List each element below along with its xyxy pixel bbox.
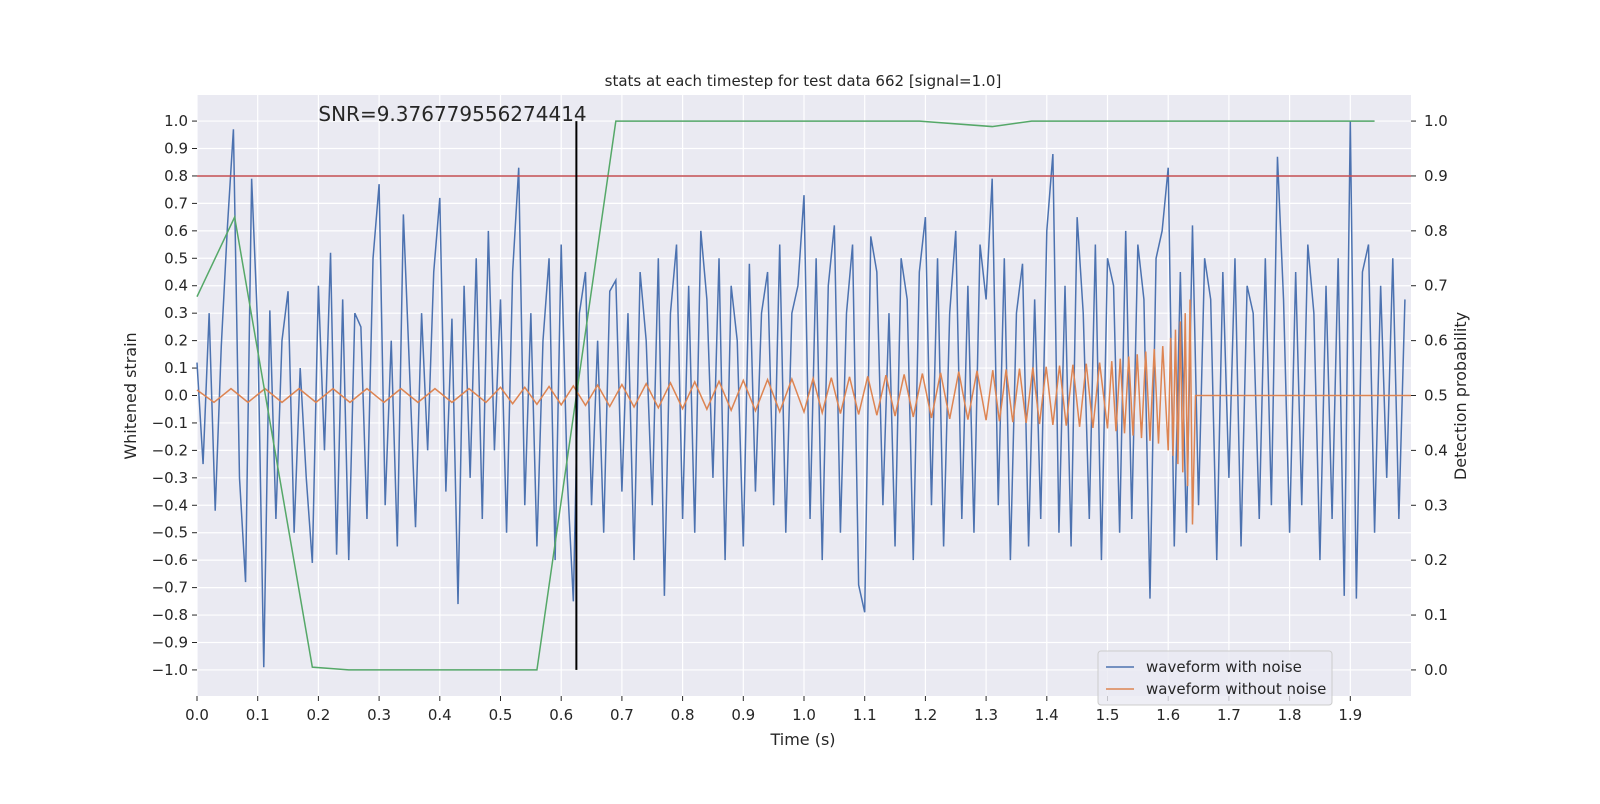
y-tick-label: 1.0	[164, 112, 188, 130]
legend-label: waveform with noise	[1146, 658, 1302, 676]
y2-tick-label: 0.0	[1424, 661, 1448, 679]
y-tick-label: 0.5	[164, 249, 188, 267]
y-tick-label: 0.2	[164, 332, 188, 350]
x-tick-label: 1.6	[1156, 706, 1180, 724]
x-tick-label: 1.7	[1217, 706, 1241, 724]
x-tick-label: 0.8	[671, 706, 695, 724]
y-tick-label: 0.6	[164, 222, 188, 240]
y-tick-label: 0.1	[164, 359, 188, 377]
y2-tick-label: 0.4	[1424, 441, 1448, 459]
y-tick-label: −0.1	[152, 414, 188, 432]
x-tick-label: 1.1	[853, 706, 877, 724]
y-tick-label: −0.4	[152, 496, 188, 514]
y-tick-label: 0.3	[164, 304, 188, 322]
x-tick-label: 1.8	[1278, 706, 1302, 724]
y-tick-label: −1.0	[152, 661, 188, 679]
y2-tick-label: 0.6	[1424, 332, 1448, 350]
y-tick-label: −0.3	[152, 469, 188, 487]
y2-tick-label: 0.7	[1424, 277, 1448, 295]
y2-tick-label: 0.8	[1424, 222, 1448, 240]
x-tick-label: 1.0	[792, 706, 816, 724]
chart-title: stats at each timestep for test data 662…	[605, 72, 1002, 90]
y-axis-label: Whitened strain	[121, 332, 140, 459]
y-tick-label: −0.8	[152, 606, 188, 624]
x-tick-label: 0.1	[246, 706, 270, 724]
y-tick-label: −0.6	[152, 551, 188, 569]
y2-tick-label: 0.1	[1424, 606, 1448, 624]
y-tick-label: −0.5	[152, 524, 188, 542]
x-tick-label: 0.7	[610, 706, 634, 724]
y2-tick-label: 0.2	[1424, 551, 1448, 569]
x-tick-label: 1.2	[913, 706, 937, 724]
series-line	[196, 121, 1406, 668]
y2-axis-label: Detection probability	[1451, 312, 1470, 480]
x-tick-label: 0.6	[549, 706, 573, 724]
y-tick-label: 0.0	[164, 387, 188, 405]
x-tick-label: 1.5	[1096, 706, 1120, 724]
x-tick-label: 1.9	[1338, 706, 1362, 724]
y-tick-label: 0.9	[164, 140, 188, 158]
y-tick-label: 0.8	[164, 167, 188, 185]
y-tick-label: −0.9	[152, 633, 188, 651]
series-line	[196, 299, 1411, 525]
x-tick-label: 0.5	[489, 706, 513, 724]
legend-label: waveform without noise	[1146, 680, 1326, 698]
x-tick-label: 0.0	[185, 706, 209, 724]
y-tick-label: 0.7	[164, 194, 188, 212]
x-tick-label: 1.3	[974, 706, 998, 724]
x-tick-label: 0.3	[367, 706, 391, 724]
annotation: SNR=9.376779556274414	[318, 102, 586, 126]
y2-tick-label: 0.9	[1424, 167, 1448, 185]
y2-tick-label: 0.3	[1424, 496, 1448, 514]
y2-tick-label: 1.0	[1424, 112, 1448, 130]
x-tick-label: 1.4	[1035, 706, 1059, 724]
x-tick-label: 0.2	[306, 706, 330, 724]
y-tick-label: −0.7	[152, 579, 188, 597]
legend-box	[1097, 650, 1333, 706]
y-tick-label: 0.4	[164, 277, 188, 295]
y-tick-label: −0.2	[152, 441, 188, 459]
x-tick-label: 0.4	[428, 706, 452, 724]
x-axis-label: Time (s)	[769, 730, 835, 749]
x-tick-label: 0.9	[731, 706, 755, 724]
y2-tick-label: 0.5	[1424, 387, 1448, 405]
